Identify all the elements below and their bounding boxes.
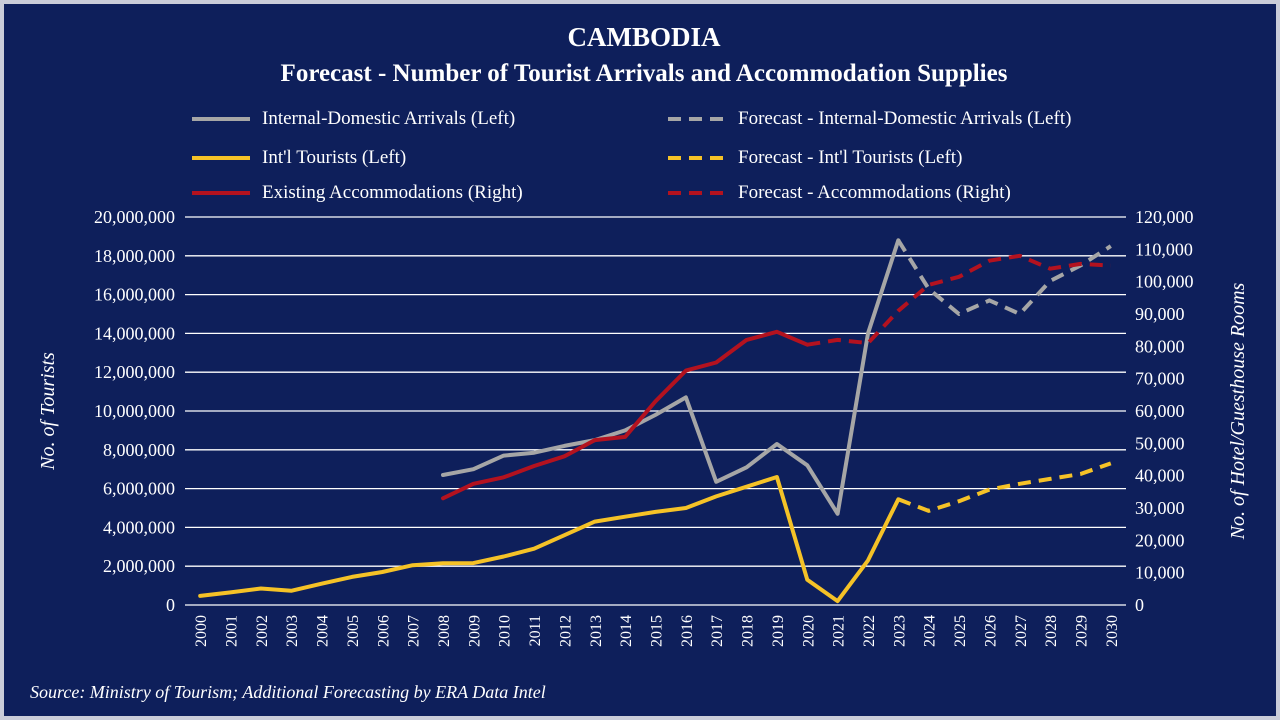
legend-item-accommodations-forecast: Forecast - Accommodations (Right) [668, 181, 1011, 205]
y-left-tick-label: 16,000,000 [94, 285, 175, 305]
legend-swatch-domestic [192, 117, 250, 121]
x-tick-label: 2001 [224, 615, 241, 647]
legend-swatch-accommodations [192, 191, 250, 195]
x-tick-label: 2021 [831, 615, 848, 647]
x-tick-label: 2000 [193, 615, 210, 647]
legend-label: Forecast - Accommodations (Right) [738, 182, 1011, 203]
series-line-accommodations [441, 329, 810, 501]
y-left-tick-label: 8,000,000 [103, 440, 175, 460]
x-tick-label: 2015 [649, 615, 666, 647]
x-tick-label: 2027 [1013, 615, 1030, 647]
y-left-tick-label: 12,000,000 [94, 362, 175, 382]
x-tick-label: 2004 [315, 615, 332, 647]
x-tick-label: 2026 [982, 615, 999, 647]
y-left-tick-label: 20,000,000 [94, 207, 175, 227]
x-tick-label: 2022 [861, 615, 878, 647]
x-tick-label: 2030 [1104, 615, 1121, 647]
plot-area: 0 2,000,000 4,000,000 6,000,000 8,000,000 10,… [37, 207, 1249, 647]
legend-swatch-intl [192, 156, 250, 160]
legend-swatch-domestic-forecast [668, 117, 726, 121]
y-right-tick-label: 0 [1135, 595, 1144, 615]
y-right-axis-label: No. of Hotel/Guesthouse Rooms [1227, 282, 1249, 540]
y-right-tick-label: 80,000 [1135, 336, 1185, 356]
x-tick-label: 2003 [284, 615, 301, 647]
series-line-intl [198, 475, 901, 604]
x-tick-label: 2028 [1043, 615, 1060, 647]
y-left-tick-label: 14,000,000 [94, 323, 175, 343]
x-tick-label: 2017 [709, 615, 726, 647]
legend-item-intl-forecast: Forecast - Int'l Tourists (Left) [668, 146, 962, 170]
y-right-tick-label: 20,000 [1135, 530, 1185, 550]
x-tick-label: 2018 [740, 615, 757, 647]
legend-item-domestic-forecast: Forecast - Internal-Domestic Arrivals (L… [668, 107, 1071, 131]
y-left-tick-label: 18,000,000 [94, 246, 175, 266]
y-right-tick-label: 100,000 [1135, 272, 1194, 292]
x-tick-label: 2023 [891, 615, 908, 647]
x-tick-label: 2007 [406, 615, 423, 647]
y-right-tick-label: 40,000 [1135, 466, 1185, 486]
y-right-tick-label: 90,000 [1135, 304, 1185, 324]
y-right-tick-label: 10,000 [1135, 563, 1185, 583]
y-left-axis-label: No. of Tourists [37, 352, 59, 471]
y-left-tick-label: 6,000,000 [103, 479, 175, 499]
legend-swatch-accommodations-forecast [668, 191, 726, 195]
x-tick-label: 2012 [557, 615, 574, 647]
source-note: Source: Ministry of Tourism; Additional … [30, 682, 546, 702]
legend-label: Forecast - Internal-Domestic Arrivals (L… [738, 108, 1072, 129]
y-right-tick-label: 110,000 [1135, 239, 1193, 259]
x-tick-label: 2008 [436, 615, 453, 647]
series-line-intl-forecast [897, 461, 1112, 513]
legend-label: Internal-Domestic Arrivals (Left) [262, 108, 516, 129]
y-right-tick-label: 70,000 [1135, 369, 1185, 389]
x-tick-label: 2013 [588, 615, 605, 647]
y-left-tick-label: 10,000,000 [94, 401, 175, 421]
x-tick-label: 2019 [770, 615, 787, 647]
chart-title: CAMBODIA [567, 22, 721, 52]
x-tick-label: 2024 [922, 615, 939, 647]
y-right-tick-label: 120,000 [1135, 207, 1194, 227]
y-right-tick-label: 30,000 [1135, 498, 1185, 518]
legend-label: Existing Accommodations (Right) [262, 182, 523, 203]
x-tick-label: 2005 [345, 615, 362, 647]
legend-item-accommodations: Existing Accommodations (Right) [192, 181, 523, 205]
x-tick-label: 2002 [254, 615, 271, 647]
series-line-domestic [441, 238, 901, 516]
series-line-accommodations-forecast [806, 253, 1111, 347]
x-tick-label: 2009 [466, 615, 483, 647]
x-tick-label: 2006 [375, 615, 392, 647]
series-line-domestic-forecast [896, 239, 1112, 316]
legend-item-intl: Int'l Tourists (Left) [192, 146, 406, 170]
x-tick-label: 2010 [497, 615, 514, 647]
y-left-tick-label: 0 [166, 595, 175, 615]
legend-swatch-intl-forecast [668, 156, 726, 160]
x-tick-label: 2016 [679, 615, 696, 647]
legend-label: Forecast - Int'l Tourists (Left) [738, 147, 963, 168]
x-tick-label: 2025 [952, 615, 969, 647]
legend-item-domestic: Internal-Domestic Arrivals (Left) [192, 107, 515, 131]
y-left-tick-label: 2,000,000 [103, 556, 175, 576]
x-tick-label: 2011 [527, 615, 544, 646]
y-left-tick-label: 4,000,000 [103, 517, 175, 537]
y-right-tick-label: 50,000 [1135, 433, 1185, 453]
chart-subtitle: Forecast - Number of Tourist Arrivals an… [280, 60, 1008, 87]
x-tick-label: 2020 [800, 615, 817, 647]
legend-label: Int'l Tourists (Left) [262, 147, 407, 168]
x-tick-label: 2029 [1073, 615, 1090, 647]
x-tick-label: 2014 [618, 615, 635, 647]
y-right-tick-label: 60,000 [1135, 401, 1185, 421]
